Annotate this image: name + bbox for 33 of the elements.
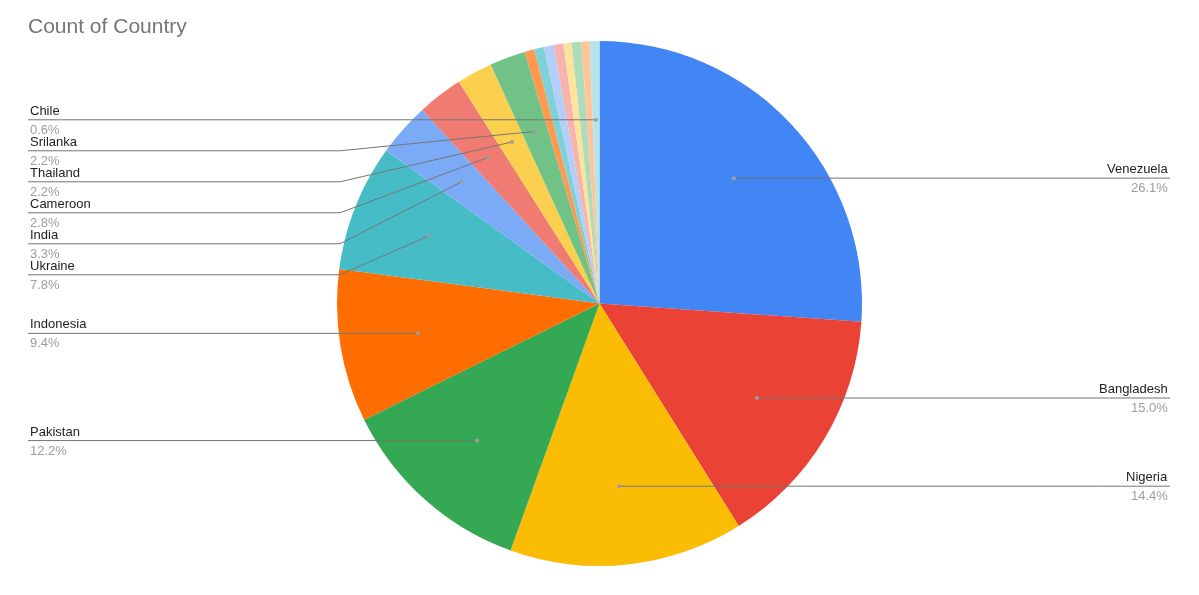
data-label: 2.2% <box>30 184 61 199</box>
slice-label: Srilanka <box>30 134 78 149</box>
data-label: 2.8% <box>30 215 61 230</box>
pie-slice <box>490 51 600 304</box>
slice-label: Indonesia <box>30 316 88 331</box>
data-label: 12.2% <box>30 443 68 458</box>
slice-label: Pakistan <box>30 424 80 439</box>
pie-slice <box>339 150 600 304</box>
slice-label: India <box>30 227 59 242</box>
slice-label: Chile <box>30 103 60 118</box>
data-label: 15.0% <box>1131 400 1169 415</box>
slice-label: Nigeria <box>1126 469 1168 484</box>
data-label: 9.4% <box>30 335 61 350</box>
pie-slice <box>422 81 600 304</box>
slice-label: Cameroon <box>30 196 91 211</box>
pie-slice <box>599 303 862 527</box>
chart-title: Count of Country <box>28 14 188 38</box>
data-label: 26.1% <box>1131 180 1169 195</box>
slice-label: Ukraine <box>30 258 75 273</box>
pie-slice <box>599 41 862 322</box>
slice-label: Venezuela <box>1107 161 1169 176</box>
pie-slice <box>364 303 600 551</box>
pie-slice <box>386 109 600 304</box>
data-label: 14.4% <box>1131 488 1169 503</box>
data-label: 0.6% <box>30 122 61 137</box>
slice-label: Thailand <box>30 165 80 180</box>
pie-slice <box>337 268 600 420</box>
pie-slice <box>458 64 600 304</box>
pie-slice <box>510 303 739 566</box>
data-label: 3.3% <box>30 246 61 261</box>
data-label: 2.2% <box>30 153 61 168</box>
data-label: 7.8% <box>30 277 61 292</box>
slice-label: Bangladesh <box>1099 381 1168 396</box>
